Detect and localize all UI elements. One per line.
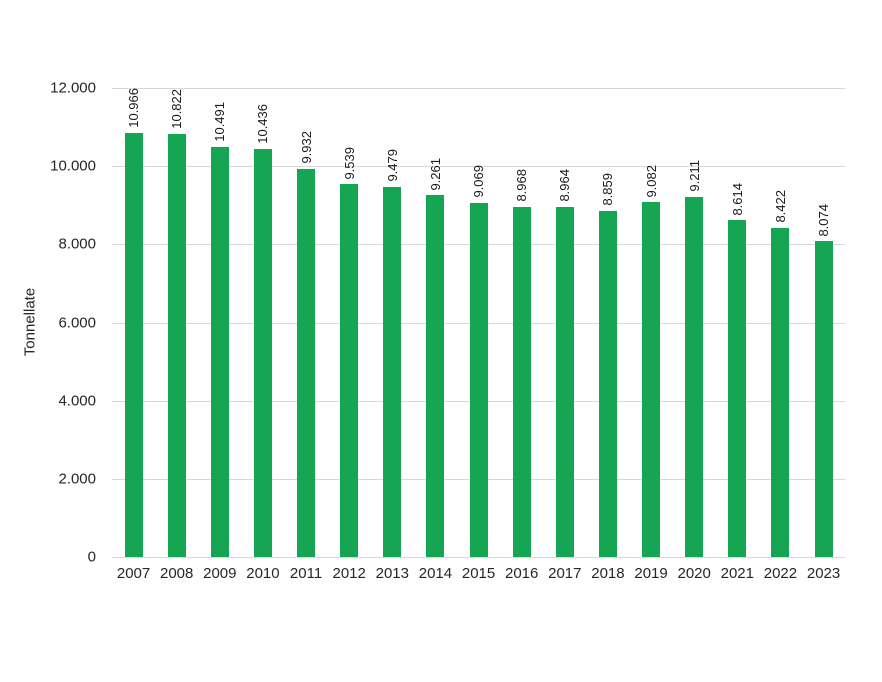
bar <box>512 206 531 557</box>
x-axis-labels: 2007 2008 2009 2010 2011 2012 2013 2014 2015 2016… <box>112 565 845 582</box>
x-axis-label: 2007 <box>116 565 151 582</box>
y-tick-label: 12.000 <box>50 79 96 97</box>
x-axis-label: 2015 <box>461 565 496 582</box>
bar-slot: 8.859 <box>586 88 629 557</box>
x-axis-label: 2009 <box>203 565 237 582</box>
x-axis-label: 2018 <box>591 565 625 582</box>
bar-slot: 9.211 <box>673 88 716 557</box>
bar-value-label: 9.082 <box>643 164 659 198</box>
y-tick-label: 6.000 <box>58 314 96 331</box>
bar-value-label: 8.614 <box>729 182 745 216</box>
bar <box>383 186 402 557</box>
bar-value-label: 9.932 <box>298 131 314 164</box>
bar-slot: 8.422 <box>759 88 802 557</box>
gridline <box>112 88 845 89</box>
x-axis-label: 2008 <box>160 565 194 582</box>
bars-container: 10.966 10.822 10.491 10.436 9.932 9.539 9.479 9… <box>112 88 845 557</box>
x-axis-label: 2011 <box>289 565 323 582</box>
x-axis-label: 2012 <box>332 565 366 582</box>
bar-value-label: 8.422 <box>772 190 788 223</box>
y-tick-label: 4.000 <box>58 392 96 410</box>
bar-slot: 8.074 <box>802 88 845 557</box>
y-tick-label: 8.000 <box>58 235 96 253</box>
bar-slot: 9.479 <box>371 88 414 557</box>
bar-slot: 10.491 <box>198 88 241 557</box>
bar <box>340 184 359 557</box>
bar <box>297 168 316 557</box>
bar-value-label: 9.539 <box>341 146 357 180</box>
x-axis-label: 2019 <box>634 565 668 582</box>
bar-slot: 9.261 <box>414 88 457 557</box>
bar-slot: 9.082 <box>630 88 673 557</box>
bar <box>253 149 272 557</box>
y-tick-label: 10.000 <box>50 157 96 175</box>
y-tick-label: 0 <box>87 548 96 566</box>
bar-slot: 10.822 <box>155 88 198 557</box>
bar <box>124 132 143 557</box>
bar-slot: 9.932 <box>285 88 328 557</box>
bar-value-label: 9.211 <box>686 160 702 193</box>
bar-value-label: 8.074 <box>816 203 832 237</box>
bar <box>469 202 488 557</box>
bar-value-label: 10.491 <box>212 102 228 142</box>
bar-value-label: 9.479 <box>384 148 400 182</box>
gridline <box>112 166 845 168</box>
gridline <box>112 557 845 558</box>
bar <box>685 197 704 557</box>
bar-value-label: 8.964 <box>557 169 573 202</box>
bar-value-label: 8.859 <box>600 173 616 206</box>
bar <box>210 146 229 557</box>
y-tick-label: 2.000 <box>58 470 96 488</box>
x-axis-label: 2016 <box>505 565 539 582</box>
y-axis-ticks: 12.000 10.000 8.000 6.000 4.000 2.000 0 <box>0 80 104 566</box>
bar <box>555 206 574 557</box>
bar-value-label: 10.822 <box>169 89 185 130</box>
bar <box>728 220 747 557</box>
bar <box>167 134 186 557</box>
bar-value-label: 8.968 <box>514 168 530 202</box>
bar-slot: 9.539 <box>328 88 371 557</box>
bar <box>814 241 833 557</box>
bar-slot: 10.966 <box>112 88 155 557</box>
bar <box>642 202 661 557</box>
x-axis-label: 2014 <box>418 565 453 582</box>
x-axis-label: 2013 <box>375 565 409 582</box>
bar-slot: 8.964 <box>543 88 586 557</box>
x-axis-label: 2023 <box>806 565 841 582</box>
bar-value-label: 9.069 <box>471 165 487 198</box>
x-axis-label: 2010 <box>246 565 280 582</box>
bar-slot: 8.968 <box>500 88 543 557</box>
bar <box>426 195 445 557</box>
plot-area: 10.966 10.822 10.491 10.436 9.932 9.539 9.479 9… <box>112 88 845 558</box>
bar <box>771 227 790 557</box>
x-axis-label: 2017 <box>548 565 582 582</box>
x-axis-label: 2022 <box>763 565 798 582</box>
bar-value-label: 10.966 <box>126 88 142 128</box>
bar-slot: 8.614 <box>716 88 759 557</box>
bar-value-label: 9.261 <box>427 157 443 191</box>
x-axis-label: 2021 <box>720 565 754 582</box>
bar-slot: 10.436 <box>241 88 284 557</box>
bar-slot: 9.069 <box>457 88 500 557</box>
bar <box>598 210 617 557</box>
bar-value-label: 10.436 <box>255 104 271 145</box>
x-axis-label: 2020 <box>677 565 711 582</box>
